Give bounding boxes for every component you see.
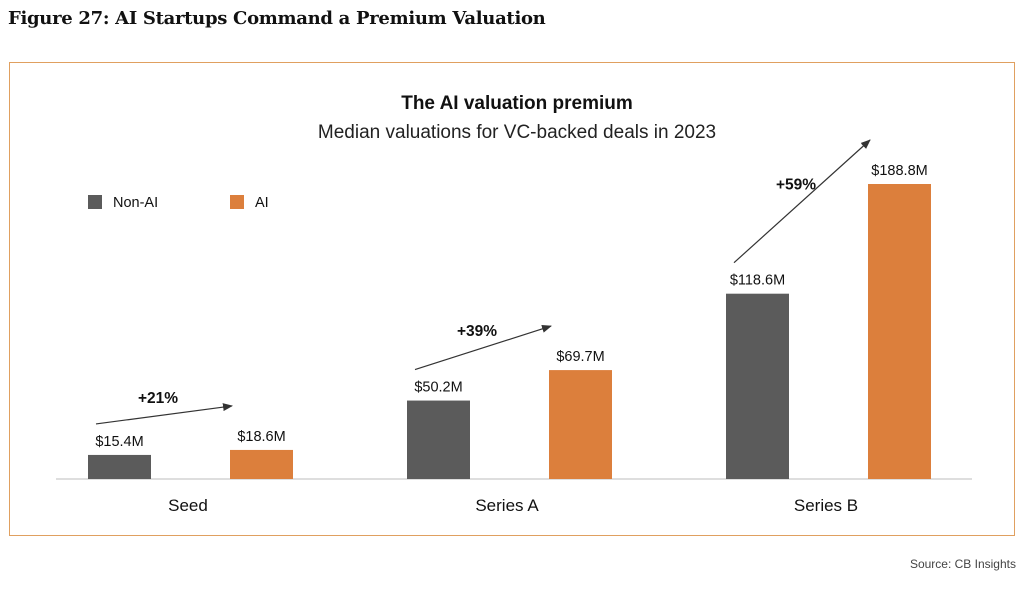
data-label: $118.6M xyxy=(730,273,785,289)
x-tick-label: Series A xyxy=(475,496,539,515)
data-label: $188.8M xyxy=(871,163,927,179)
x-tick-label: Seed xyxy=(168,496,208,515)
data-label: $50.2M xyxy=(414,380,462,396)
source-note: Source: CB Insights xyxy=(909,557,1016,571)
bar-non-ai-seed xyxy=(88,454,151,479)
growth-annotation: +21% xyxy=(138,390,178,407)
growth-annotation: +59% xyxy=(776,176,816,193)
legend-swatch-ai xyxy=(230,195,244,209)
legend-swatch-non-ai xyxy=(88,195,102,209)
chart-frame: The AI valuation premium Median valuatio… xyxy=(9,62,1015,536)
bar-ai-series-b xyxy=(868,184,931,479)
growth-arrow xyxy=(95,403,233,425)
legend: Non-AI AI xyxy=(88,195,269,211)
chart-title: The AI valuation premium xyxy=(401,93,633,114)
data-label: $15.4M xyxy=(95,434,143,450)
bar-non-ai-series-b xyxy=(726,293,789,479)
chart-subtitle: Median valuations for VC-backed deals in… xyxy=(318,122,716,143)
bar-non-ai-series-a xyxy=(407,400,470,479)
plot-area: $15.4M $18.6M Seed +21% $50.2M $69.7M Series A… xyxy=(56,139,972,515)
data-label: $69.7M xyxy=(556,349,604,365)
growth-arrow xyxy=(414,325,552,371)
growth-annotation: +39% xyxy=(457,323,497,340)
legend-label: AI xyxy=(255,195,269,211)
bar-chart: The AI valuation premium Median valuatio… xyxy=(56,93,972,515)
data-label: $18.6M xyxy=(237,429,285,445)
x-tick-label: Series B xyxy=(794,496,858,515)
legend-label: Non-AI xyxy=(113,195,158,211)
bar-ai-series-a xyxy=(549,370,612,479)
growth-arrow xyxy=(733,139,871,264)
figure-title: Figure 27: AI Startups Command a Premium… xyxy=(8,8,546,29)
bar-ai-seed xyxy=(230,449,293,479)
